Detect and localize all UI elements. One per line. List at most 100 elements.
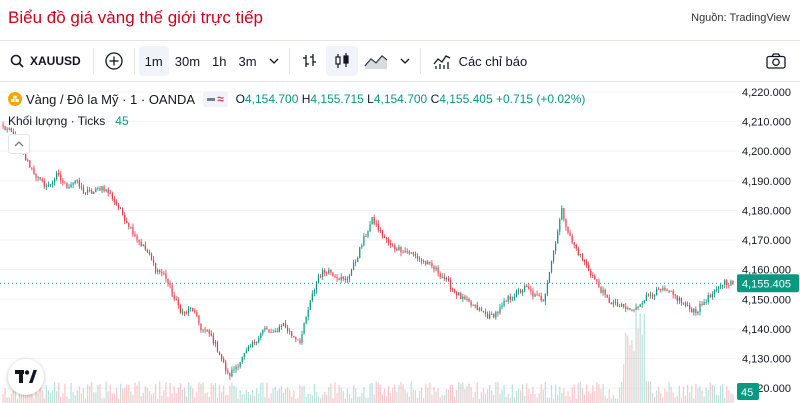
volume-bar xyxy=(60,396,62,403)
volume-bar xyxy=(352,385,355,403)
volume-bar xyxy=(138,381,140,403)
legend-settings-badge[interactable]: ≈ xyxy=(203,91,228,107)
volume-bar xyxy=(548,397,551,403)
candle-body xyxy=(645,294,647,301)
candle-body xyxy=(342,276,344,279)
tradingview-logo[interactable] xyxy=(8,359,44,395)
candle-body xyxy=(225,362,227,371)
candle-body xyxy=(4,126,6,131)
volume-bar xyxy=(342,390,344,403)
candle-body xyxy=(268,329,270,333)
interval-dropdown-button[interactable] xyxy=(263,46,285,76)
volume-bar xyxy=(210,383,212,403)
candle-body xyxy=(270,332,272,333)
collapse-legend-button[interactable] xyxy=(8,134,30,154)
volume-bar xyxy=(509,398,511,403)
plus-circle-icon xyxy=(105,52,123,70)
volume-bar xyxy=(181,389,184,403)
volume-bar xyxy=(377,382,379,403)
volume-bar xyxy=(693,398,695,403)
bar-chart-type-button[interactable] xyxy=(294,46,326,76)
volume-bar xyxy=(350,398,353,403)
candle-body xyxy=(447,278,450,281)
indicators-button[interactable]: Các chỉ báo xyxy=(425,46,536,76)
volume-bar xyxy=(651,393,654,403)
candle-body xyxy=(179,305,181,313)
volume-bar xyxy=(103,397,105,403)
candle-body xyxy=(303,323,305,335)
candle-body xyxy=(715,289,718,291)
candle-body xyxy=(705,302,707,303)
candle-body xyxy=(89,190,91,191)
volume-bar xyxy=(579,381,582,403)
chart-area[interactable]: 4,220.000 4,210.000 4,200.000 4,190.000 4,18… xyxy=(0,83,800,403)
candle-body xyxy=(150,253,153,260)
interval-1m-button[interactable]: 1m xyxy=(138,46,169,76)
candle-body xyxy=(51,182,54,185)
candle-body xyxy=(326,272,328,274)
candle-body xyxy=(332,272,334,276)
candle-body xyxy=(588,265,590,271)
chart-type-dropdown-button[interactable] xyxy=(394,46,416,76)
candle-body xyxy=(237,366,239,368)
volume-bar xyxy=(689,392,691,403)
candle-body xyxy=(581,253,584,260)
interval-1h-button[interactable]: 1h xyxy=(212,53,227,69)
candle-body xyxy=(571,235,573,243)
volume-bar xyxy=(45,385,47,403)
candle-body xyxy=(25,153,27,160)
candle-body xyxy=(245,350,247,354)
volume-bar xyxy=(616,398,619,403)
candle-body xyxy=(93,191,95,194)
candle-body xyxy=(229,372,231,377)
area-chart-type-button[interactable] xyxy=(358,46,394,76)
interval-30m-button[interactable]: 30m xyxy=(174,53,201,69)
candle-body xyxy=(631,309,633,311)
screenshot-button[interactable] xyxy=(760,46,792,76)
price-axis[interactable] xyxy=(736,83,800,403)
candle-body xyxy=(445,278,447,279)
candle-body xyxy=(289,330,291,332)
candle-body xyxy=(282,323,285,327)
candle-body xyxy=(616,302,619,307)
volume-bar xyxy=(719,385,722,403)
volume-bar xyxy=(456,389,458,403)
volume-bar xyxy=(470,386,472,403)
candle-body xyxy=(573,242,575,245)
volume-bar xyxy=(429,382,431,403)
candle-body xyxy=(117,204,120,209)
volume-bar xyxy=(284,388,287,403)
candle-body xyxy=(695,309,697,314)
candle-body xyxy=(47,184,50,186)
volume-bar xyxy=(280,385,283,403)
volume-bar xyxy=(462,382,464,403)
volume-bar xyxy=(583,394,586,403)
symbol-search-button[interactable]: XAUUSD xyxy=(2,46,89,76)
candle-body xyxy=(641,303,643,305)
volume-bar xyxy=(503,384,505,403)
close-value: 4,155.405 xyxy=(439,92,493,106)
price-chart[interactable]: 4,220.000 4,210.000 4,200.000 4,190.000 4,18… xyxy=(0,83,800,403)
camera-icon xyxy=(766,53,786,69)
candle-body xyxy=(253,342,256,344)
toolbar-divider xyxy=(419,48,421,74)
candle-body xyxy=(585,261,588,266)
volume-bar xyxy=(99,383,101,403)
interval-3m-button[interactable]: 3m xyxy=(238,53,257,69)
candle-body xyxy=(99,188,101,191)
volume-bar xyxy=(243,394,245,403)
volume-bar xyxy=(447,389,450,403)
candle-body xyxy=(369,224,371,232)
volume-bar xyxy=(526,383,528,403)
candle-body xyxy=(165,273,167,279)
volume-bar xyxy=(608,389,610,403)
candle-chart-type-button[interactable] xyxy=(325,46,358,76)
volume-bar xyxy=(724,397,726,403)
compare-symbol-button[interactable] xyxy=(98,46,130,76)
volume-bar xyxy=(305,397,307,403)
candle-body xyxy=(305,316,307,324)
volume-bar xyxy=(348,393,351,403)
candle-body xyxy=(614,302,617,303)
volume-bar xyxy=(134,382,136,403)
volume-bar xyxy=(303,385,305,403)
